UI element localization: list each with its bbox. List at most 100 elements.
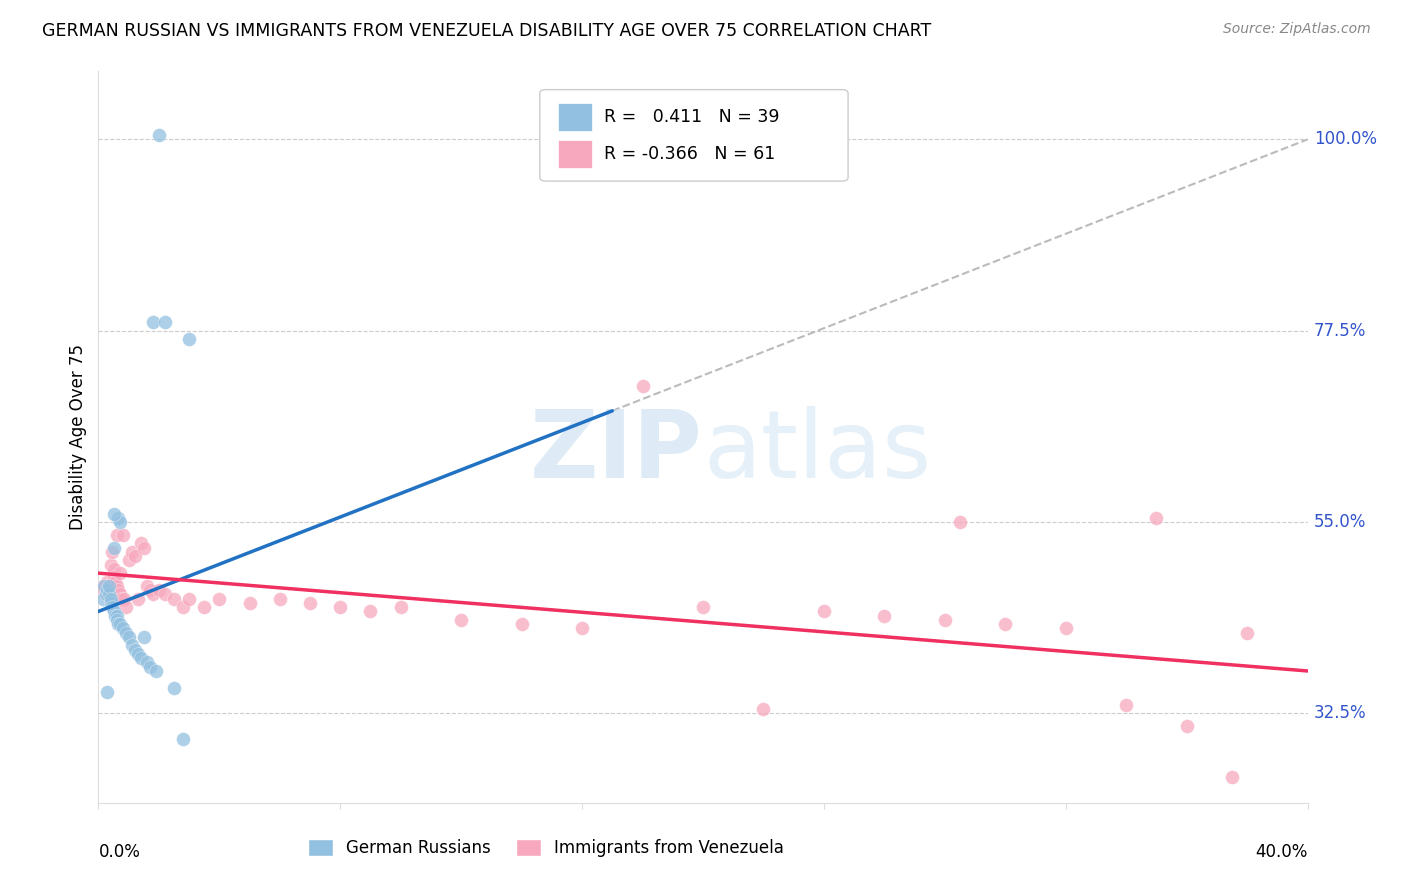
- Point: [94, 587, 117, 601]
- Point: [132, 630, 155, 644]
- Legend: German Russians, Immigrants from Venezuela: German Russians, Immigrants from Venezue…: [301, 832, 790, 864]
- Point: [100, 596, 122, 610]
- Point: [139, 583, 162, 598]
- Point: [110, 591, 132, 606]
- Point: [163, 591, 186, 606]
- Point: [172, 600, 194, 615]
- Point: [105, 579, 128, 593]
- Point: [107, 583, 129, 598]
- Point: [101, 545, 124, 559]
- Point: [105, 613, 128, 627]
- Point: [96, 587, 118, 601]
- Point: [239, 596, 262, 610]
- Point: [360, 604, 382, 618]
- Point: [1236, 625, 1258, 640]
- Point: [1175, 719, 1198, 733]
- Text: 55.0%: 55.0%: [1313, 513, 1367, 531]
- Point: [299, 596, 322, 610]
- Text: Source: ZipAtlas.com: Source: ZipAtlas.com: [1223, 22, 1371, 37]
- Point: [105, 528, 128, 542]
- Text: 77.5%: 77.5%: [1313, 322, 1367, 340]
- Point: [103, 604, 125, 618]
- Point: [108, 617, 131, 632]
- Point: [114, 600, 136, 615]
- Point: [98, 587, 121, 601]
- Point: [163, 681, 186, 695]
- Point: [135, 579, 157, 593]
- Bar: [558, 103, 592, 131]
- Point: [153, 315, 176, 329]
- Point: [91, 591, 114, 606]
- Point: [103, 541, 125, 555]
- Point: [873, 608, 896, 623]
- Point: [208, 591, 231, 606]
- Point: [142, 315, 165, 329]
- Point: [107, 617, 129, 632]
- Point: [269, 591, 291, 606]
- Point: [114, 625, 136, 640]
- Point: [121, 545, 143, 559]
- Text: R =   0.411   N = 39: R = 0.411 N = 39: [603, 108, 779, 126]
- Point: [105, 608, 128, 623]
- Text: 0.0%: 0.0%: [98, 843, 141, 861]
- Point: [118, 553, 141, 567]
- Point: [98, 583, 121, 598]
- Point: [121, 639, 143, 653]
- Text: 40.0%: 40.0%: [1256, 843, 1308, 861]
- Point: [127, 647, 149, 661]
- Point: [813, 604, 835, 618]
- Point: [96, 583, 118, 598]
- Point: [90, 583, 112, 598]
- Point: [108, 587, 131, 601]
- Point: [389, 600, 412, 615]
- Point: [103, 570, 125, 584]
- Point: [91, 579, 114, 593]
- Point: [153, 587, 176, 601]
- Point: [949, 515, 972, 529]
- Point: [329, 600, 352, 615]
- Point: [179, 332, 201, 346]
- Point: [96, 685, 118, 699]
- Point: [631, 379, 654, 393]
- Point: [145, 664, 167, 678]
- Point: [586, 128, 609, 143]
- Point: [510, 617, 533, 632]
- Point: [108, 515, 131, 529]
- Point: [124, 642, 146, 657]
- Point: [148, 583, 170, 598]
- Point: [118, 630, 141, 644]
- Point: [108, 566, 131, 581]
- Text: atlas: atlas: [703, 406, 931, 498]
- Point: [132, 541, 155, 555]
- Text: 32.5%: 32.5%: [1313, 705, 1367, 723]
- Y-axis label: Disability Age Over 75: Disability Age Over 75: [69, 344, 87, 530]
- Point: [934, 613, 956, 627]
- Point: [103, 507, 125, 521]
- Point: [112, 591, 135, 606]
- Point: [124, 549, 146, 563]
- Point: [98, 579, 121, 593]
- Point: [1054, 622, 1077, 636]
- Point: [104, 574, 127, 589]
- Point: [1220, 770, 1243, 784]
- Point: [93, 583, 115, 598]
- Point: [96, 574, 118, 589]
- Point: [94, 587, 117, 601]
- Point: [752, 702, 775, 716]
- Point: [129, 651, 152, 665]
- Point: [129, 536, 152, 550]
- Point: [172, 731, 194, 746]
- Point: [692, 600, 714, 615]
- Point: [1115, 698, 1137, 712]
- Point: [103, 562, 125, 576]
- Text: R = -0.366   N = 61: R = -0.366 N = 61: [603, 145, 775, 163]
- Point: [571, 622, 593, 636]
- Text: 100.0%: 100.0%: [1313, 130, 1376, 148]
- Point: [142, 587, 165, 601]
- Point: [595, 128, 617, 143]
- Point: [139, 659, 162, 673]
- Point: [127, 591, 149, 606]
- Point: [100, 558, 122, 572]
- Point: [101, 600, 124, 615]
- Point: [450, 613, 472, 627]
